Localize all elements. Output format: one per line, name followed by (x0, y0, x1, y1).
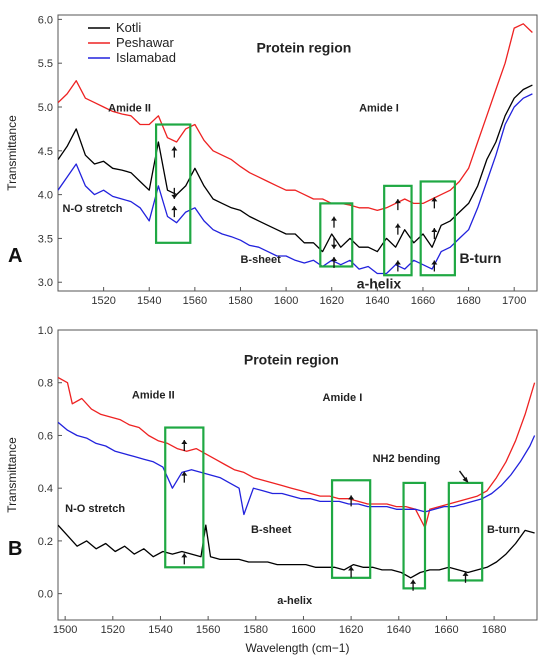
annotation-label: N-O stretch (63, 203, 123, 215)
annotation-label: N-O stretch (65, 503, 125, 515)
arrow-head (410, 579, 417, 584)
y-tick-label: 0.4 (38, 483, 53, 495)
x-tick-label: 1540 (137, 295, 161, 307)
x-tick-label: 1520 (101, 624, 125, 636)
arrow-head (462, 571, 469, 576)
series-line-islamabad (58, 93, 533, 275)
legend-entry: Kotli (116, 20, 141, 35)
x-tick-label: 1640 (387, 624, 411, 636)
annotation-label: Amide I (323, 392, 363, 404)
x-tick-label: 1560 (196, 624, 220, 636)
annotation-label: NH2 bending (373, 453, 441, 465)
y-tick-label: 0.6 (38, 430, 53, 442)
y-tick-label: 6.0 (38, 14, 53, 26)
annotation-label: Amide II (108, 102, 151, 114)
annotation-label: B-turn (459, 250, 501, 266)
annotation-label: a-helix (277, 595, 313, 607)
panel-letter: A (8, 245, 22, 267)
x-tick-label: 1600 (274, 295, 298, 307)
arrow-head (394, 199, 401, 204)
series-line-kotli (58, 84, 533, 253)
x-tick-label: 1520 (91, 295, 115, 307)
y-tick-label: 3.0 (38, 277, 53, 289)
annotation-label: Protein region (244, 351, 339, 367)
annotation-label: B-sheet (251, 524, 292, 536)
highlight-box (447, 481, 484, 582)
x-tick-label: 1620 (339, 624, 363, 636)
series-line-peshawar (58, 23, 533, 212)
arrow-head (171, 194, 178, 199)
y-tick-label: 1.0 (38, 325, 53, 337)
x-tick-label: 1500 (53, 624, 77, 636)
highlight-box (330, 479, 372, 579)
arrow-head (348, 495, 355, 500)
highlight-box (419, 180, 456, 277)
annotation-label: Amide I (359, 102, 399, 114)
y-tick-label: 3.5 (38, 233, 53, 245)
y-tick-label: 0.0 (38, 589, 53, 601)
y-tick-label: 5.5 (38, 58, 53, 70)
y-axis-label: Transmittance (5, 115, 19, 191)
x-tick-label: 1580 (228, 295, 252, 307)
annotation-label: B-turn (487, 524, 520, 536)
legend-entry: Islamabad (116, 50, 176, 65)
panel-letter: B (8, 538, 22, 560)
y-tick-label: 0.8 (38, 378, 53, 390)
arrow-head (330, 216, 337, 221)
y-tick-label: 5.0 (38, 102, 53, 114)
arrow-head (330, 244, 337, 249)
x-tick-label: 1540 (148, 624, 172, 636)
annotation-label: Amide II (132, 390, 175, 402)
arrow-head (181, 471, 188, 476)
x-tick-label: 1680 (456, 295, 480, 307)
x-tick-label: 1600 (291, 624, 315, 636)
x-tick-label: 1620 (319, 295, 343, 307)
series-line-kotli (58, 524, 535, 579)
annotation-label: Protein region (256, 40, 351, 56)
arrow-head (330, 256, 337, 261)
arrow-head (181, 440, 188, 444)
arrow-head (394, 260, 401, 265)
arrow-head (181, 553, 188, 558)
arrow-head (394, 223, 401, 228)
panel-a-chart: 1520 1540 1560 1580 1600 1620 1640 1660 1680 1700… (5, 14, 538, 307)
x-tick-label: 1660 (411, 295, 435, 307)
plot-frame (57, 14, 538, 292)
arrow-head (171, 206, 178, 211)
arrow-head (431, 197, 438, 202)
arrow-head (171, 146, 178, 151)
x-tick-label: 1640 (365, 295, 389, 307)
annotation-label: a-helix (357, 275, 402, 291)
arrow-head (462, 476, 469, 483)
series-line-peshawar (58, 376, 536, 529)
panel-b-chart: 1500 1520 1540 1560 1580 1600 1620 1640 1660 1680… (5, 325, 538, 655)
annotation-label: B-sheet (240, 254, 281, 266)
plot-frame (57, 329, 538, 621)
y-tick-label: 0.2 (38, 536, 53, 548)
highlight-box (164, 426, 205, 569)
y-tick-label: 4.5 (38, 146, 53, 158)
highlight-box (319, 202, 354, 268)
highlight-box (402, 481, 427, 590)
x-tick-label: 1700 (502, 295, 526, 307)
x-tick-label: 1580 (244, 624, 268, 636)
series-line-islamabad (58, 421, 536, 516)
arrow-head (431, 228, 438, 233)
x-tick-label: 1680 (482, 624, 506, 636)
arrow-head (431, 260, 438, 265)
highlight-box (383, 184, 413, 277)
legend-entry: Peshawar (116, 35, 174, 50)
y-axis-label: Transmittance (5, 437, 19, 513)
x-tick-label: 1660 (434, 624, 458, 636)
x-axis-label: Wavelength (cm−1) (246, 641, 350, 655)
y-tick-label: 4.0 (38, 190, 53, 202)
x-tick-label: 1560 (183, 295, 207, 307)
highlight-box (154, 123, 192, 244)
arrow-head (348, 566, 355, 571)
